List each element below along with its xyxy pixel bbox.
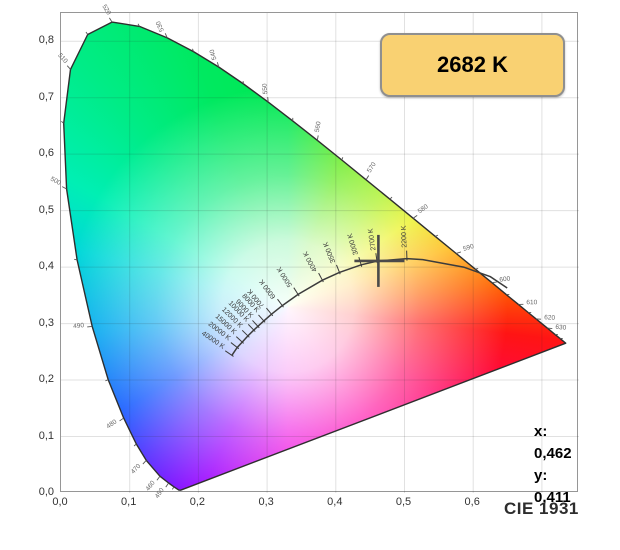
x-axis-tick-label: 0,2: [189, 496, 206, 508]
wavelength-tick: [137, 23, 140, 27]
wavelength-tick: [171, 486, 175, 490]
wavelength-tick: [389, 196, 393, 200]
curve-tick-label: 610: [526, 299, 537, 306]
wavelength-tick: [475, 268, 479, 270]
curve-tick-label: 2200 K: [401, 225, 409, 248]
curve-tick-label: 580: [417, 203, 430, 215]
wavelength-tick: [61, 120, 64, 124]
cct-tick: [318, 272, 324, 283]
x-axis-tick-label: 0,5: [395, 496, 412, 508]
y-axis-tick-label: 0,7: [38, 90, 54, 103]
wavelength-tick: [62, 186, 67, 190]
x-axis-tick-label: 0,1: [121, 496, 137, 508]
curve-tick-label: 620: [544, 314, 556, 322]
cct-tick: [224, 350, 234, 357]
y-axis-tick-label: 0,2: [38, 373, 54, 386]
curve-tick-label: 5000 K: [276, 265, 294, 288]
y-axis-tick-label: 0,1: [38, 429, 54, 442]
cct-tick: [277, 298, 284, 308]
wavelength-tick: [119, 417, 124, 422]
wavelength-tick: [456, 251, 462, 254]
coordinate-readout: x: 0,462 y: 0,411: [534, 421, 577, 509]
cct-tick: [252, 320, 260, 329]
wavelength-tick: [164, 33, 168, 39]
wavelength-tick: [491, 281, 497, 284]
wavelength-tick: [133, 443, 137, 447]
planckian-locus: [231, 257, 508, 356]
wavelength-tick: [192, 48, 194, 52]
curve-tick-label: 600: [499, 275, 511, 283]
cct-tick: [230, 342, 240, 350]
y-axis-tick-label: 0,8: [38, 34, 54, 47]
x-axis-tick-label: 0,4: [327, 496, 343, 508]
cct-tick: [241, 329, 250, 338]
wavelength-tick: [165, 482, 169, 488]
y-axis-tick-label: 0,6: [38, 147, 54, 160]
y-axis-tick-label: 0,5: [38, 203, 54, 216]
curve-tick-label: 460: [145, 479, 157, 492]
curve-tick-label: 6000 K: [258, 278, 277, 300]
curve-tick-label: 480: [105, 418, 118, 430]
wavelength-tick: [109, 17, 113, 23]
wavelength-tick: [142, 460, 147, 465]
wavelength-tick: [435, 234, 439, 237]
curve-tick-label: 510: [56, 52, 69, 65]
curve-tick-label: 630: [555, 324, 567, 332]
wavelength-tick: [74, 258, 78, 261]
wavelength-tick: [242, 80, 245, 85]
wavelength-tick: [216, 62, 220, 68]
x-axis-tick-label: 0,6: [464, 496, 480, 508]
curve-tick-label: 560: [314, 121, 323, 133]
cct-tick: [266, 307, 274, 317]
cct-tick: [293, 287, 300, 297]
curve-tick-label: 450: [154, 486, 166, 499]
wavelength-tick: [105, 379, 109, 382]
curve-tick-label: 550: [261, 83, 269, 95]
wavelength-tick: [87, 325, 93, 328]
y-axis-tick-label: 0,4: [38, 260, 54, 273]
curve-tick-label: 470: [130, 463, 143, 476]
cct-tick: [235, 336, 244, 344]
cct-tick: [247, 324, 256, 332]
curve-tick-label: 540: [209, 48, 219, 61]
wavelength-tick: [156, 475, 161, 481]
curve-tick-label: 4000 K: [302, 250, 319, 273]
x-axis-tick-label: 0,3: [258, 496, 274, 508]
curve-tick-label: 3500 K: [322, 240, 337, 264]
curve-tick-label: 590: [462, 243, 475, 253]
temperature-badge: 2682 K: [380, 33, 565, 97]
curve-tick-label: 530: [155, 20, 166, 33]
wavelength-tick: [316, 135, 319, 141]
cct-tick: [258, 314, 266, 323]
y-axis-tick-label: 0,3: [38, 316, 54, 329]
readout-x: x: 0,462: [534, 423, 572, 462]
wavelength-tick: [412, 214, 418, 219]
x-axis-tick-label: 0,0: [52, 496, 68, 508]
y-axis-tick-label: 0,0: [38, 486, 54, 498]
curve-tick-label: 500: [49, 176, 62, 187]
wavelength-tick: [66, 65, 71, 70]
curve-tick-label: 570: [366, 161, 378, 174]
cct-tick: [336, 264, 341, 275]
readout-y: y: 0,411: [534, 467, 571, 506]
curve-tick-label: 2700 K: [368, 228, 378, 251]
wavelength-tick: [85, 31, 89, 35]
spectral-locus-outline: [63, 21, 567, 491]
diagram-title: CIE 1931: [504, 499, 579, 518]
wavelength-tick: [341, 157, 344, 161]
wavelength-tick: [365, 175, 370, 180]
curve-tick-label: 3000 K: [347, 232, 360, 256]
curve-tick-label: 520: [100, 3, 112, 16]
curve-tick-label: 490: [73, 322, 85, 330]
